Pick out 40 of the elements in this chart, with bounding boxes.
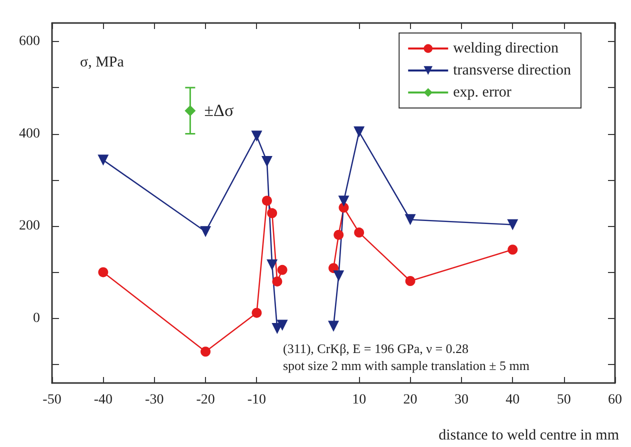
legend-label: welding direction [453,40,560,56]
y-axis-title: σ, MPa [80,54,124,70]
point [98,267,108,278]
point [200,346,211,357]
point [261,156,272,167]
point [184,105,196,116]
x-tick-label: 50 [556,392,571,408]
x-tick-label: -40 [94,392,113,408]
x-axis-title: distance to weld centre in mm [438,428,620,444]
x-tick-label: -50 [42,392,62,408]
x-tick-label: -20 [196,392,215,408]
annotation: ±Δσ [204,101,234,120]
x-tick-label: -10 [247,392,266,408]
legend-label: exp. error [453,84,512,100]
x-tick-label: 60 [608,392,622,408]
point [252,308,262,318]
point [338,196,350,207]
point [272,276,282,286]
point [328,320,339,332]
y-tick-label: 600 [19,34,40,49]
point [98,154,109,166]
annotation: (311), CrKβ, E = 196 GPa, ν = 0.28 [283,341,469,356]
x-tick-label: 20 [403,392,418,408]
x-tick-label: 10 [352,392,366,408]
x-tick-label: 30 [454,392,468,408]
y-tick-label: 400 [19,126,40,142]
y-tick-label: 0 [33,310,40,326]
y-tick-label: 200 [19,218,40,234]
point [200,226,212,238]
x-tick-label: -30 [145,392,164,408]
point [277,264,288,275]
legend-label: transverse direction [453,62,572,78]
point [276,320,288,331]
point [354,126,365,138]
point [262,196,272,206]
annotation: spot size 2 mm with sample translation ± 5 mm [283,358,530,373]
point [266,259,278,270]
x-tick-label: 40 [506,392,520,408]
point [251,130,262,142]
point [267,208,278,218]
